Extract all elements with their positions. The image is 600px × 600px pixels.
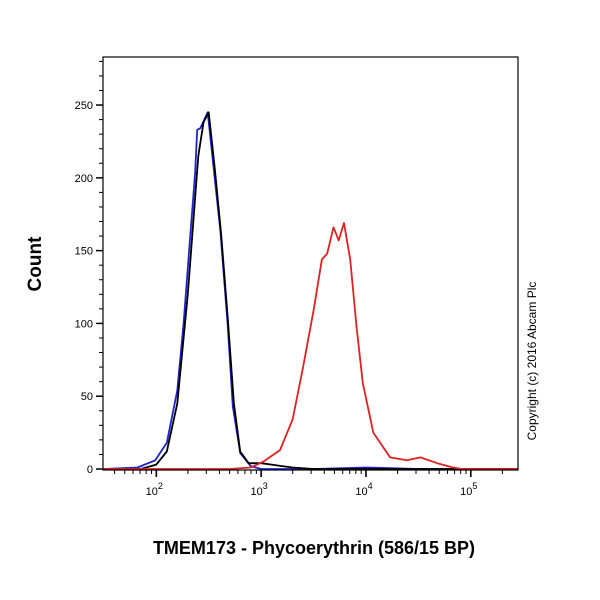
series-line-3 (103, 222, 518, 470)
y-tick-label: 250 (75, 100, 93, 112)
plot-frame (102, 56, 519, 471)
y-tick-label: 200 (75, 173, 93, 185)
x-axis: 102 103 104 105 (114, 470, 503, 498)
x-tick-label: 103 (251, 481, 268, 498)
y-axis: 0 50 100 150 200 250 (75, 60, 103, 476)
y-tick-label: 50 (81, 391, 93, 403)
x-tick-label: 105 (460, 481, 477, 498)
copyright-annotation: Copyright (c) 2016 Abcam Plc (525, 282, 539, 441)
series-group (103, 111, 518, 470)
series-line-2 (103, 111, 518, 470)
y-tick-label: 100 (75, 318, 93, 330)
x-tick-label: 104 (355, 481, 372, 498)
y-tick-label: 0 (87, 464, 93, 476)
x-axis-label: TMEM173 - Phycoerythrin (586/15 BP) (153, 538, 475, 558)
x-tick-label: 102 (146, 481, 163, 498)
series-line-1 (103, 111, 518, 470)
y-axis-label: Count (25, 236, 46, 292)
y-tick-label: 150 (75, 246, 93, 258)
